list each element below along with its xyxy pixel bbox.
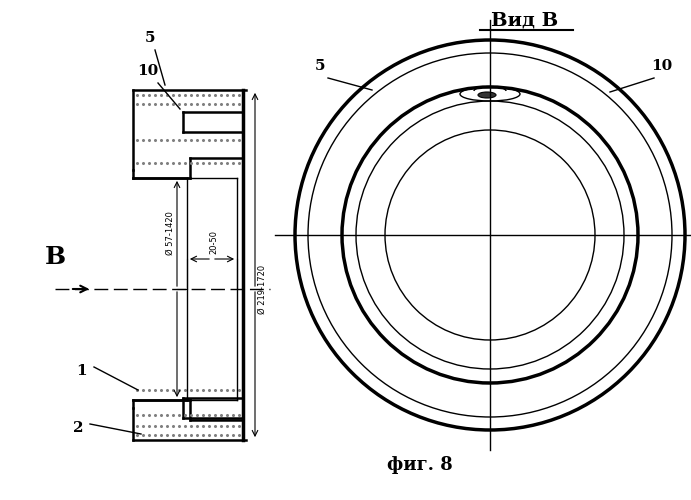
Text: В: В (44, 245, 66, 269)
Text: 10: 10 (652, 59, 672, 73)
Text: 5: 5 (144, 31, 155, 45)
Text: 2: 2 (73, 421, 83, 435)
Text: Вид В: Вид В (491, 12, 558, 30)
Text: Ø 57-1420: Ø 57-1420 (166, 212, 175, 256)
Text: 20-50: 20-50 (209, 230, 218, 254)
Ellipse shape (478, 92, 496, 98)
Text: 1: 1 (77, 364, 87, 378)
Text: фиг. 8: фиг. 8 (387, 456, 453, 474)
Text: 5: 5 (314, 59, 325, 73)
Text: 10: 10 (138, 64, 159, 78)
Text: Ø 219-1720: Ø 219-1720 (258, 264, 267, 314)
